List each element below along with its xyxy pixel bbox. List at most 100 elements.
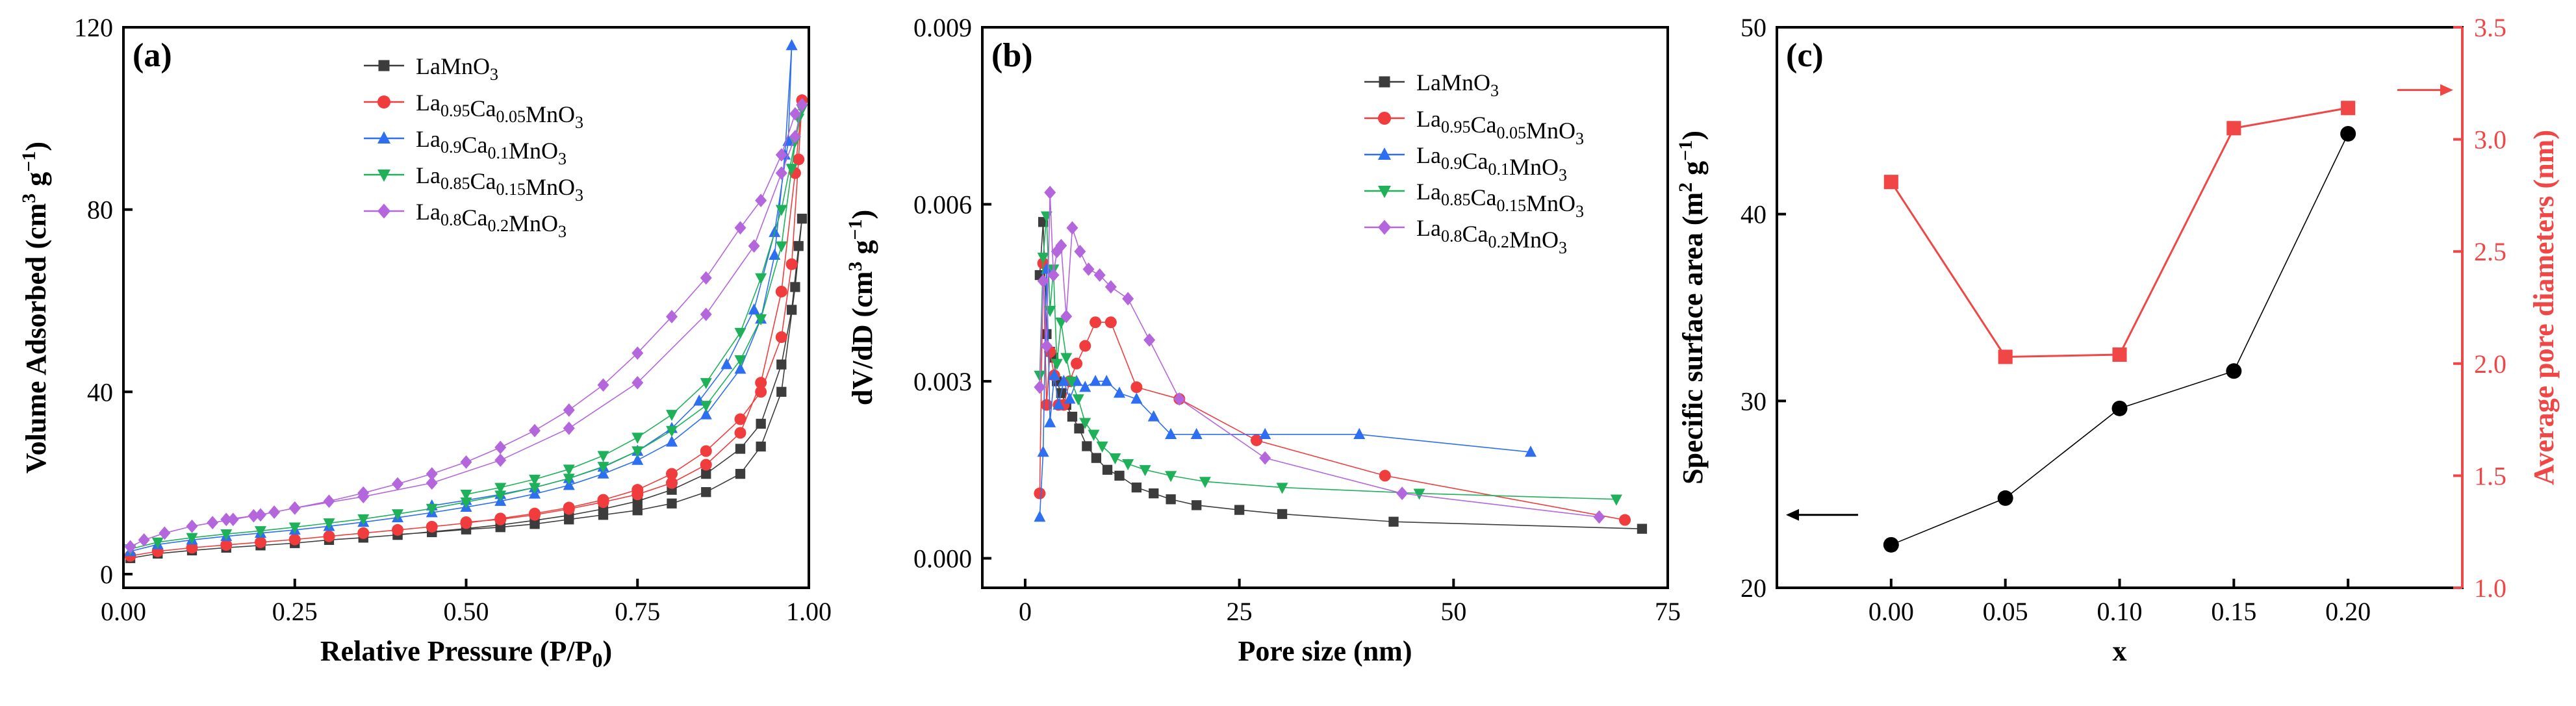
panel-c-label: (c) xyxy=(1786,37,1824,74)
data-point-s2 xyxy=(1259,427,1271,440)
data-point-s3 xyxy=(1610,494,1622,506)
data-point-s0 xyxy=(1074,423,1084,434)
data-point-s0 xyxy=(735,468,746,479)
data-point-s3 xyxy=(460,489,472,501)
x-tick-label: 0.00 xyxy=(101,597,146,626)
data-point-s1 xyxy=(392,523,403,536)
y-tick-label: 20 xyxy=(1741,574,1766,603)
data-point-s3 xyxy=(785,164,798,175)
legend-label-s4: La0.8Ca0.2MnO3 xyxy=(416,199,567,241)
panel-a-legend: LaMnO3La0.95Ca0.05MnO3La0.9Ca0.1MnO3La0.… xyxy=(364,53,583,241)
data-point-s4 xyxy=(426,467,438,481)
data-point-s3 xyxy=(666,410,678,422)
x-tick-label: 25 xyxy=(1227,597,1253,626)
data-point-s4 xyxy=(1060,309,1073,323)
panel-c-axes-frame xyxy=(1776,26,2464,589)
data-point-s0 xyxy=(701,487,711,498)
data-point-s4 xyxy=(666,310,678,323)
data-point-s1 xyxy=(1079,340,1091,352)
data-point-s3 xyxy=(563,464,575,476)
data-point-s1 xyxy=(426,520,438,533)
x-tick-label: 0.15 xyxy=(2211,597,2256,626)
data-point-s4 xyxy=(186,519,198,533)
data-point-s2 xyxy=(734,362,746,374)
data-point-s0 xyxy=(1082,441,1092,451)
data-point-s1 xyxy=(1251,434,1262,446)
panel-b-legend: LaMnO3La0.95Ca0.05MnO3La0.9Ca0.1MnO3La0.… xyxy=(1364,69,1584,257)
data-point-s3 xyxy=(288,522,301,534)
data-point-s3 xyxy=(597,462,609,473)
panel-b-y-axis-label: dV/dD (cm3 g−1) xyxy=(845,210,878,405)
data-point-s3 xyxy=(392,509,403,521)
data-point-s3 xyxy=(563,473,575,485)
data-point-surface xyxy=(1883,536,1899,553)
data-point-s4 xyxy=(529,423,541,438)
data-point-s3 xyxy=(1079,418,1091,429)
data-point-s1 xyxy=(597,496,609,509)
data-point-s2 xyxy=(1101,375,1113,386)
data-point-s4 xyxy=(159,526,171,540)
data-point-s3 xyxy=(1199,477,1211,488)
data-point-s4 xyxy=(700,271,712,285)
panel-b: 0 25 50 75 0.000 0.003 0.006 0.009 (b) Pore siz… xyxy=(845,13,1681,667)
data-point-s4 xyxy=(1122,292,1134,306)
data-point-s4 xyxy=(597,378,609,392)
y-tick-label: 40 xyxy=(1741,200,1766,229)
data-point-s4 xyxy=(775,148,787,162)
data-point-s3 xyxy=(1072,394,1084,406)
data-point-s4 xyxy=(357,490,370,504)
data-point-pore xyxy=(2112,347,2127,362)
data-point-s3 xyxy=(631,446,644,458)
data-point-s1 xyxy=(1034,487,1046,499)
panel-b-axes-frame xyxy=(981,26,1669,589)
series-line-s4 xyxy=(130,104,803,548)
data-point-s1 xyxy=(1619,514,1631,526)
data-point-s2 xyxy=(721,358,733,370)
data-point-s3 xyxy=(1037,253,1049,264)
right-axis-arrowhead xyxy=(2440,84,2453,96)
data-point-s0 xyxy=(564,514,574,525)
data-point-s2 xyxy=(1114,386,1125,398)
legend-label-s0: LaMnO3 xyxy=(416,53,498,84)
data-point-s2 xyxy=(1147,410,1160,422)
data-point-s1 xyxy=(666,468,678,480)
data-point-s1 xyxy=(700,445,712,457)
right-y-tick-label: 2.5 xyxy=(2474,237,2506,266)
data-point-s1 xyxy=(793,153,805,166)
data-point-s4 xyxy=(1051,244,1063,258)
data-point-s1 xyxy=(220,539,233,551)
x-tick-label: 0.00 xyxy=(1868,597,1914,626)
y-tick-label: 0.000 xyxy=(913,544,972,574)
data-point-s0 xyxy=(1388,516,1399,527)
data-point-s4 xyxy=(1034,380,1046,394)
data-point-s0 xyxy=(1131,482,1142,493)
data-point-s0 xyxy=(786,305,797,315)
data-point-s3 xyxy=(755,273,767,284)
data-point-s3 xyxy=(186,533,198,544)
data-point-s0 xyxy=(1234,505,1245,515)
data-point-pore xyxy=(2226,121,2241,136)
data-point-s3 xyxy=(1413,488,1425,500)
data-point-s1 xyxy=(186,542,198,554)
data-point-s1 xyxy=(785,258,798,270)
data-point-s1 xyxy=(666,477,678,489)
data-point-s4 xyxy=(789,130,801,144)
data-point-s0 xyxy=(701,468,711,479)
data-point-surface xyxy=(2340,125,2356,142)
data-point-s4 xyxy=(494,440,507,455)
data-point-s2 xyxy=(1064,392,1076,404)
panel-b-plot-content xyxy=(1034,186,1648,534)
data-point-s1 xyxy=(563,503,575,515)
x-tick-label: 0.05 xyxy=(1983,597,2028,626)
data-point-s1 xyxy=(631,488,644,501)
data-point-s4 xyxy=(494,453,507,467)
data-point-s3 xyxy=(666,425,678,437)
data-point-s3 xyxy=(1109,453,1121,465)
left-axis-arrowhead xyxy=(1786,509,1799,521)
data-point-s2 xyxy=(1165,427,1177,440)
right-y-tick-label: 2.0 xyxy=(2474,349,2506,379)
data-point-s0 xyxy=(1149,488,1159,499)
data-point-s1 xyxy=(460,516,472,528)
y-tick-label: 0 xyxy=(100,560,113,589)
data-point-s3 xyxy=(1165,471,1177,483)
